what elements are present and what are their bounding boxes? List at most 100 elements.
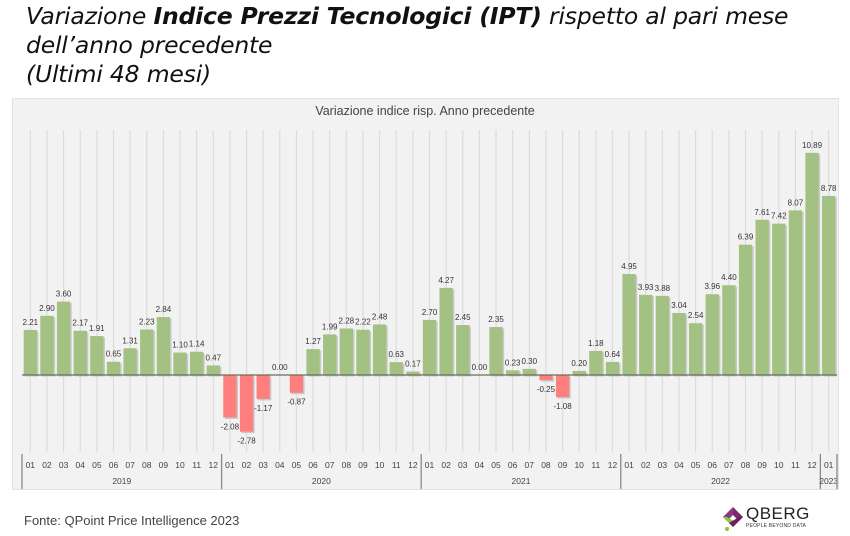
x-tick-label: 07 [525, 460, 535, 470]
qberg-logo: QBERG PEOPLE BEYOND DATA [722, 504, 822, 534]
headline-pre: Variazione [26, 2, 154, 30]
data-label: 3.04 [671, 301, 687, 310]
bar [206, 365, 220, 375]
bar [738, 244, 753, 375]
bar [156, 317, 171, 375]
x-tick-label: 08 [741, 460, 751, 470]
year-label: 2023 [819, 476, 838, 486]
x-tick-label: 08 [142, 460, 152, 470]
data-label: 1.91 [89, 324, 105, 333]
x-tick-label: 12 [209, 460, 219, 470]
x-tick-label: 05 [491, 460, 501, 470]
bar [389, 362, 403, 375]
data-label: 0.63 [388, 350, 404, 359]
year-label: 2022 [711, 476, 730, 486]
x-tick-label: 11 [591, 460, 600, 470]
x-tick-label: 09 [757, 460, 767, 470]
source-note: Fonte: QPoint Price Intelligence 2023 [24, 513, 240, 528]
data-label: 4.40 [721, 273, 737, 282]
bar [289, 375, 304, 393]
data-label: 2.22 [355, 318, 371, 327]
x-tick-label: 10 [574, 460, 584, 470]
bar [705, 294, 719, 375]
data-label: -2.78 [237, 437, 256, 446]
chart-panel [12, 98, 839, 490]
data-label: 2.21 [23, 318, 39, 327]
bar [755, 219, 769, 375]
bar [805, 152, 819, 375]
bar [522, 368, 536, 375]
data-label: 2.28 [339, 316, 355, 325]
x-tick-label: 09 [358, 460, 368, 470]
bar [506, 370, 520, 375]
year-label: 2020 [312, 476, 331, 486]
bar [539, 375, 553, 381]
data-label: 2.54 [688, 311, 704, 320]
bar [23, 329, 37, 375]
x-tick-label: 09 [159, 460, 169, 470]
x-tick-label: 03 [658, 460, 668, 470]
x-tick-label: 02 [441, 460, 451, 470]
data-label: 7.42 [771, 212, 787, 221]
bar [605, 361, 620, 375]
data-label: 10.89 [802, 141, 823, 150]
data-label: -2.08 [221, 422, 240, 431]
x-tick-label: 10 [774, 460, 784, 470]
data-label: 0.20 [571, 359, 587, 368]
bar [672, 312, 686, 375]
logo-tagline: PEOPLE BEYOND DATA [746, 523, 807, 529]
bar [372, 324, 387, 375]
x-tick-label: 11 [791, 460, 800, 470]
bar [788, 210, 803, 375]
x-tick-label: 02 [242, 460, 252, 470]
data-label: 2.84 [156, 305, 172, 314]
data-label: -1.08 [553, 402, 572, 411]
headline-line3: (Ultimi 48 mesi) [26, 60, 211, 88]
x-tick-label: 01 [26, 460, 36, 470]
logo-wordmark: QBERG [746, 504, 810, 523]
data-label: 2.23 [139, 318, 155, 327]
data-label: -1.17 [254, 404, 273, 413]
bar [655, 295, 670, 375]
data-label: 2.35 [488, 315, 504, 324]
bar [339, 328, 353, 375]
x-tick-label: 08 [342, 460, 352, 470]
x-tick-label: 05 [292, 460, 302, 470]
bar [456, 325, 470, 375]
x-tick-label: 07 [125, 460, 135, 470]
x-tick-label: 06 [109, 460, 119, 470]
bar [73, 330, 87, 375]
x-tick-label: 11 [392, 460, 401, 470]
bar [589, 350, 603, 375]
x-tick-label: 05 [92, 460, 102, 470]
x-tick-label: 12 [807, 460, 817, 470]
bar [40, 315, 54, 375]
headline-line2: dell’anno precedente [26, 31, 273, 59]
data-label: 2.17 [72, 319, 88, 328]
data-label: 0.17 [405, 360, 421, 369]
data-label: 0.00 [472, 363, 488, 372]
x-tick-label: 07 [724, 460, 734, 470]
data-label: -0.87 [287, 398, 306, 407]
data-label: 3.93 [638, 283, 654, 292]
bar [439, 287, 453, 375]
bar [622, 274, 636, 375]
x-tick-label: 04 [475, 460, 485, 470]
bar [406, 371, 420, 375]
bar [306, 349, 320, 375]
bar [106, 361, 121, 375]
x-tick-label: 11 [192, 460, 201, 470]
x-tick-label: 12 [408, 460, 418, 470]
headline-bold: Indice Prezzi Tecnologici (IPT) [153, 2, 542, 30]
bar [555, 375, 570, 398]
bar [572, 370, 586, 375]
bar [140, 329, 154, 375]
data-label: 6.39 [738, 233, 754, 242]
bar [323, 334, 337, 375]
data-label: 2.90 [39, 304, 55, 313]
bar [422, 319, 437, 375]
data-label: -0.25 [537, 385, 556, 394]
x-tick-label: 06 [508, 460, 518, 470]
bar [56, 301, 71, 375]
x-tick-label: 10 [375, 460, 385, 470]
